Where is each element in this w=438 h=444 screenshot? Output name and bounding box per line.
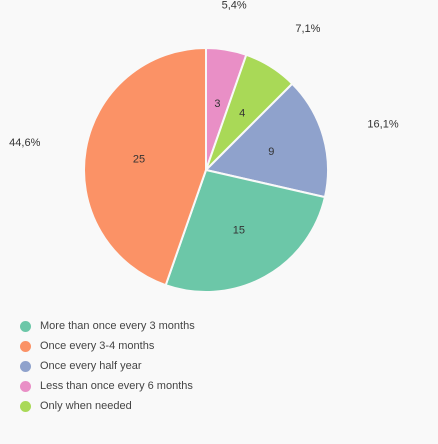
legend-item[interactable]: Once every 3-4 months	[20, 336, 195, 356]
legend-swatch	[20, 380, 31, 392]
legend-label: Only when needed	[40, 400, 132, 412]
pie-slice[interactable]	[83, 46, 207, 287]
legend-label: Once every half year	[40, 360, 142, 372]
legend-swatch	[20, 320, 31, 332]
legend-item[interactable]: More than once every 3 months	[20, 316, 195, 336]
slice-value-label: 4	[239, 107, 245, 119]
slice-value-label: 9	[268, 146, 274, 158]
legend-swatch	[20, 400, 31, 412]
legend-label: Once every 3-4 months	[40, 340, 155, 352]
slice-percent-label: 7,1%	[295, 23, 320, 35]
slice-value-label: 3	[214, 98, 220, 110]
slice-value-label: 15	[233, 225, 245, 237]
slice-percent-label: 44,6%	[9, 137, 40, 149]
legend-swatch	[20, 340, 31, 352]
slice-value-label: 25	[133, 154, 145, 166]
legend-label: More than once every 3 months	[40, 320, 195, 332]
legend-item[interactable]: Once every half year	[20, 356, 195, 376]
legend-item[interactable]: Less than once every 6 months	[20, 376, 195, 396]
slice-percent-label: 16,1%	[367, 118, 398, 130]
legend-swatch	[20, 360, 31, 372]
legend: More than once every 3 months Once every…	[20, 316, 195, 416]
legend-label: Less than once every 6 months	[40, 380, 193, 392]
pie-slice[interactable]	[164, 168, 327, 293]
slice-percent-label: 5,4%	[222, 0, 247, 11]
pie-slice[interactable]	[204, 82, 329, 199]
legend-item[interactable]: Only when needed	[20, 396, 195, 416]
